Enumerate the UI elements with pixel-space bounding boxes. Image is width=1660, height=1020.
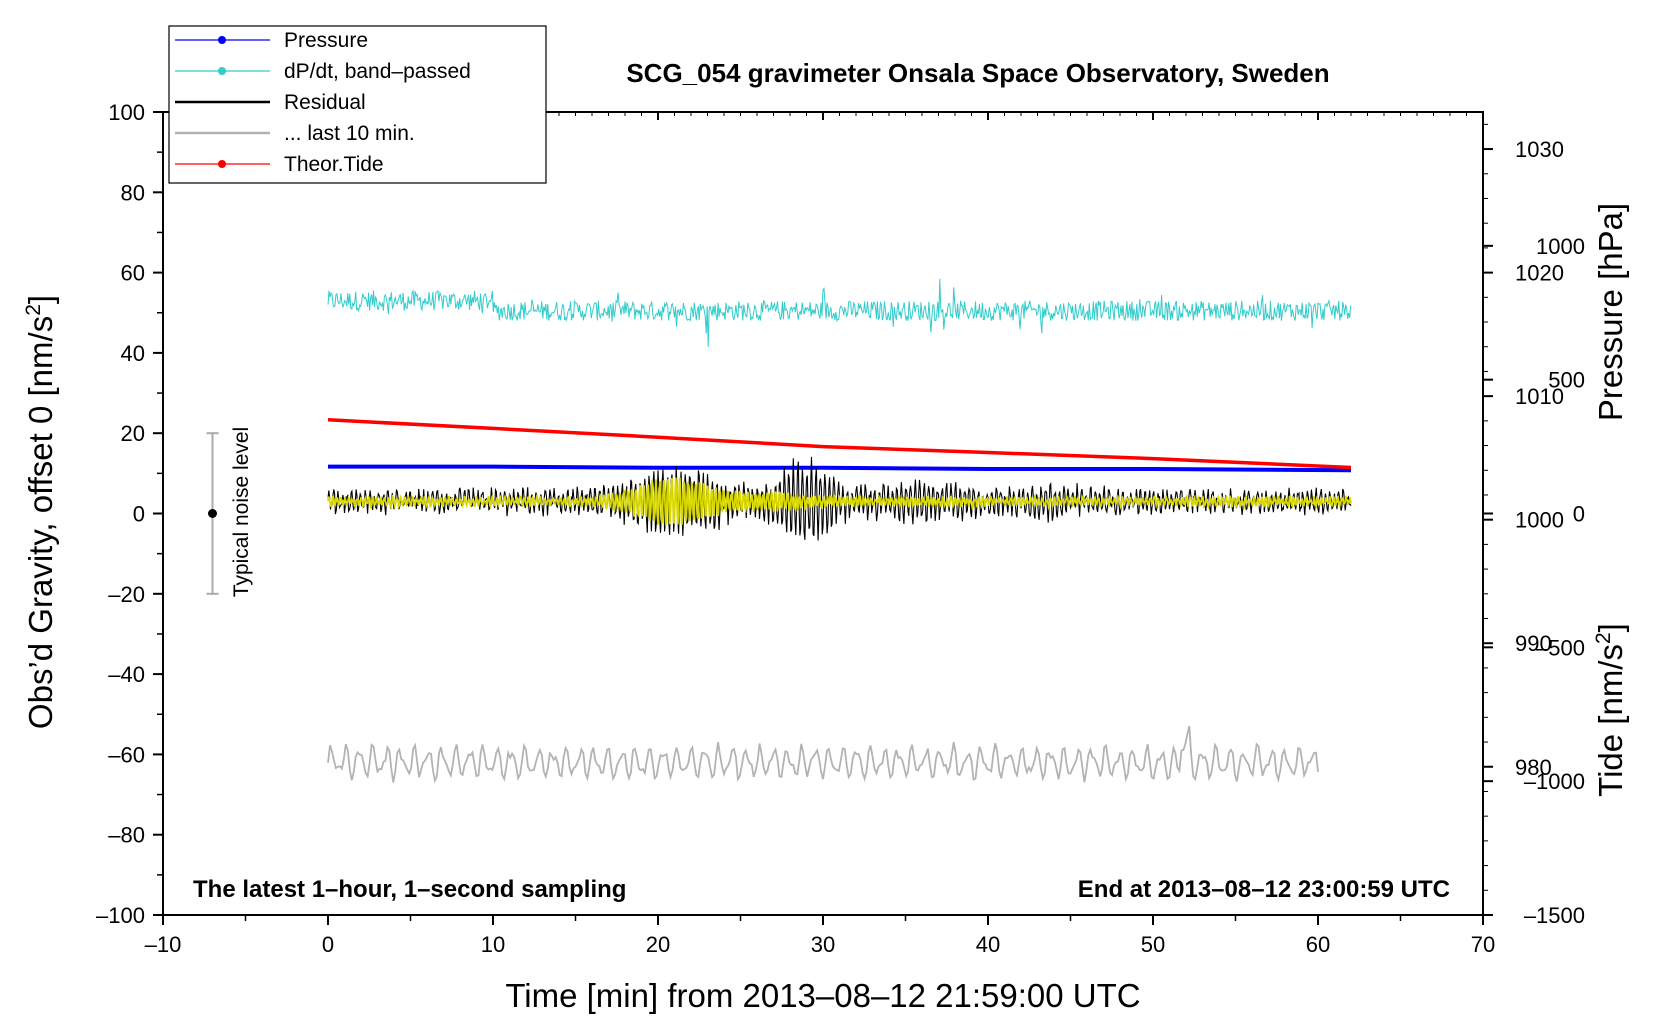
pressure-tick-label: 1020 [1515, 261, 1564, 286]
x-tick-label: 30 [811, 932, 835, 957]
legend-marker [218, 160, 226, 168]
series-layer [327, 278, 1352, 784]
note-right: End at 2013–08–12 23:00:59 UTC [1078, 876, 1450, 903]
y-tick-label: –40 [108, 662, 145, 687]
x-axis-title: Time [min] from 2013–08–12 21:59:00 UTC [505, 977, 1140, 1014]
series-pressure-line [328, 464, 1352, 473]
legend-label: Residual [284, 91, 366, 114]
noise-bar-label: Typical noise level [230, 427, 253, 597]
x-tick-label: 60 [1306, 932, 1330, 957]
legend-marker [218, 36, 226, 44]
tide-tick-label: –500 [1536, 635, 1585, 660]
legend-label: dP/dt, band–passed [284, 60, 471, 83]
pressure-tick-label: 1000 [1515, 508, 1564, 533]
legend-box [168, 25, 547, 184]
pressure-axis-title: Pressure [hPa] [1592, 203, 1629, 421]
pressure-tick-label: 1030 [1515, 137, 1564, 162]
y-tick-label: 20 [121, 421, 145, 446]
x-tick-label: 70 [1471, 932, 1495, 957]
tide-tick-label: –1500 [1524, 903, 1585, 928]
legend-label: ... last 10 min. [284, 122, 415, 145]
y-tick-label: –100 [96, 903, 145, 928]
tide-tick-label: 1000 [1536, 234, 1585, 259]
tide-tick-label: 500 [1548, 368, 1585, 393]
y-tick-label: 100 [108, 100, 145, 125]
legend-label: Pressure [284, 29, 368, 52]
pressure-tick-label: 980 [1515, 755, 1552, 780]
series-filtered-residual-line [327, 477, 1352, 526]
y-tick-label: 80 [121, 180, 145, 205]
y-tick-label: 0 [133, 502, 145, 527]
x-tick-label: 40 [976, 932, 1000, 957]
x-tick-label: 10 [481, 932, 505, 957]
x-tick-label: 0 [322, 932, 334, 957]
y-tick-label: 40 [121, 341, 145, 366]
y-tick-label: –80 [108, 823, 145, 848]
note-left: The latest 1–hour, 1–second sampling [193, 876, 626, 903]
x-tick-label: 50 [1141, 932, 1165, 957]
tide-axis-ticks: 1000 500 0 –500 –1000 –1500 [1483, 234, 1585, 928]
y-tick-label: –60 [108, 742, 145, 767]
y-axis-title: Obs’d Gravity, offset 0 [nm/s2] [22, 295, 59, 729]
legend: Pressure dP/dt, band–passed Residual ... la… [168, 25, 547, 184]
pressure-tick-label: 1010 [1515, 384, 1564, 409]
pressure-tick-label: 990 [1515, 631, 1552, 656]
tide-axis-title: Tide [nm/s2] [1592, 623, 1629, 797]
series-dpdt-line [327, 278, 1352, 347]
pressure-axis-ticks: 1030 1020 1010 1000 990 980 [1483, 123, 1564, 891]
noise-bar: Typical noise level [206, 427, 253, 597]
y-tick-label: –20 [108, 582, 145, 607]
chart-title: SCG_054 gravimeter Onsala Space Observat… [626, 58, 1329, 88]
series-tide-line [327, 418, 1352, 470]
legend-marker [218, 67, 226, 75]
y-axis-ticks: 100 80 60 40 20 0 –20 –40 –60 –80 –100 [96, 100, 163, 928]
legend-label: Theor.Tide [284, 153, 384, 176]
tide-tick-label: 0 [1573, 502, 1585, 527]
y-tick-label: 60 [121, 261, 145, 286]
x-tick-label: 20 [646, 932, 670, 957]
x-axis-ticks: –10 0 10 20 30 40 50 60 70 [145, 112, 1495, 957]
tide-tick-label: –1000 [1524, 769, 1585, 794]
series-last10-line [327, 725, 1319, 784]
x-tick-label: –10 [145, 932, 182, 957]
noise-bar-dot [208, 509, 217, 518]
